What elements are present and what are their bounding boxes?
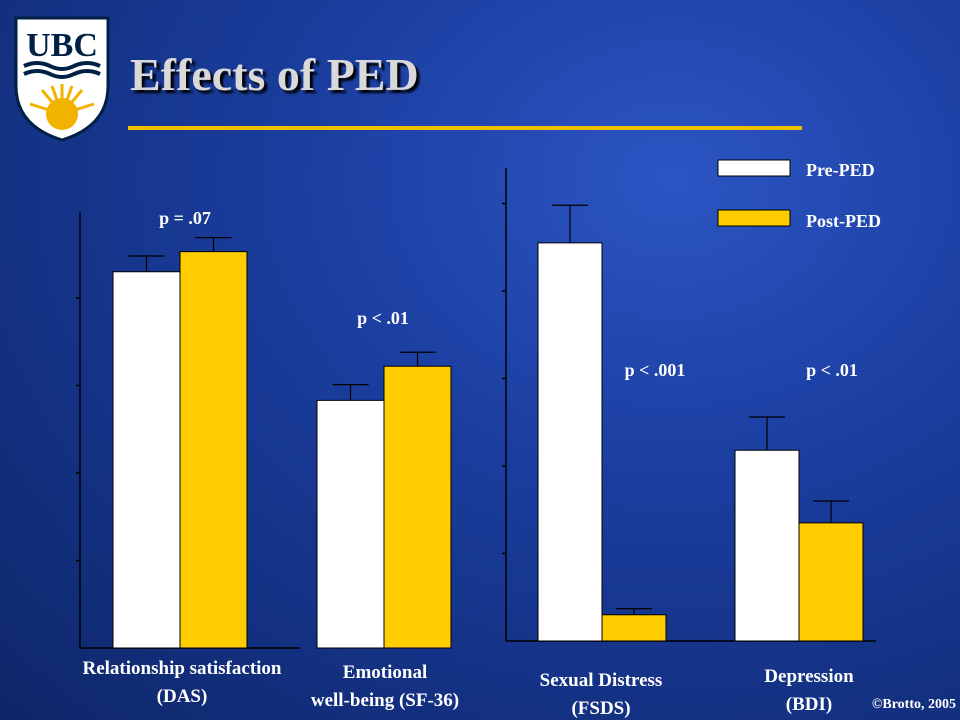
category-label-line: (FSDS) [571, 698, 630, 719]
p-value-label: p < .01 [806, 360, 858, 380]
bar-post [798, 522, 864, 642]
credit-text: ©Brotto, 2005 [872, 697, 956, 712]
title-underline [128, 126, 802, 130]
legend: Pre-PED Post-PED [717, 159, 881, 231]
legend-label-post: Post-PED [806, 211, 881, 231]
bar-post [383, 365, 452, 649]
p-value-label: p < .001 [625, 360, 686, 380]
bar-pre [734, 449, 800, 642]
logo-text: UBC [26, 27, 98, 64]
bar-pre [537, 242, 603, 642]
page-title: Effects of PED [130, 49, 419, 100]
category-label: Depression (BDI) [764, 666, 854, 715]
legend-swatch-pre [717, 159, 791, 177]
bar-post [179, 251, 248, 649]
legend-swatch-post [717, 209, 791, 227]
category-label-line: Sexual Distress [540, 670, 663, 691]
bar-post [601, 614, 667, 642]
ubc-logo: UBC [14, 16, 110, 142]
category-label-line: Depression [764, 666, 854, 687]
bar-pre [112, 271, 181, 649]
category-label-line: Emotional [343, 662, 427, 683]
bar-pre [316, 399, 385, 649]
category-label: Sexual Distress (FSDS) [540, 670, 663, 719]
category-label-line: (DAS) [157, 686, 208, 707]
p-value-label: p < .01 [357, 308, 409, 328]
legend-label-pre: Pre-PED [806, 160, 875, 180]
category-label-line: well-being (SF-36) [311, 690, 459, 711]
p-value-label: p = .07 [159, 208, 211, 228]
category-label: Emotional well-being (SF-36) [311, 662, 459, 711]
category-label: Relationship satisfaction (DAS) [83, 658, 282, 707]
category-label-line: (BDI) [786, 694, 832, 715]
category-label-line: Relationship satisfaction [83, 658, 282, 679]
